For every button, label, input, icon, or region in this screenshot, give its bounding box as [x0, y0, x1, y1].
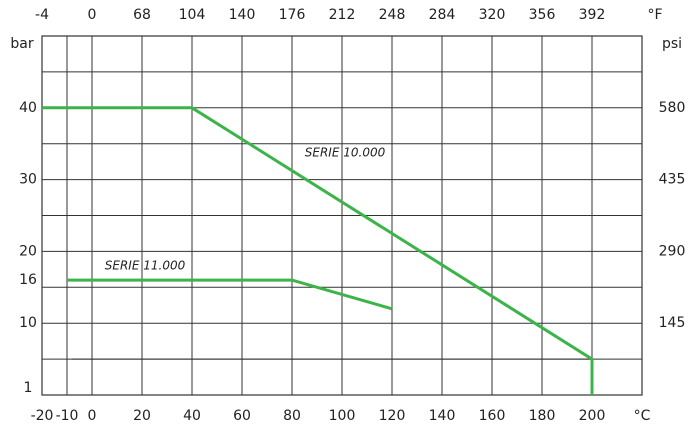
series-label: SERIE 11.000 [105, 259, 186, 273]
x-unit: °C [634, 408, 651, 424]
x-tick-label: 80 [283, 408, 301, 424]
x-tick-label: 40 [183, 408, 201, 424]
x-tick-label: 0 [88, 408, 97, 424]
y-tick-label: 20 [19, 243, 37, 259]
x-tick-label: 140 [429, 408, 456, 424]
series-line [42, 106, 594, 395]
y2-tick-label: 290 [659, 243, 686, 259]
x-tick-label: 160 [479, 408, 506, 424]
y2-tick-label: 145 [659, 315, 686, 331]
series-label: SERIE 10.000 [305, 146, 386, 160]
x2-tick-label: 356 [529, 7, 556, 23]
x2-unit: °F [647, 7, 662, 23]
x2-tick-label: 68 [133, 7, 151, 23]
x2-tick-label: 140 [229, 7, 256, 23]
x-tick-label: 60 [233, 408, 251, 424]
x-tick-label: -20 [31, 408, 54, 424]
series-line [67, 278, 393, 311]
x2-tick-label: 248 [379, 7, 406, 23]
y2-tick-label: 435 [659, 172, 686, 188]
x-tick-label: 20 [133, 408, 151, 424]
y2-unit: psi [662, 36, 682, 52]
y2-tick-label: 580 [659, 100, 686, 116]
y-tick-label: 30 [19, 172, 37, 188]
x-tick-label: 100 [329, 408, 356, 424]
y-tick-label: 10 [19, 315, 37, 331]
x-tick-label: 200 [579, 408, 606, 424]
x2-tick-label: 212 [329, 7, 356, 23]
x2-tick-label: 176 [279, 7, 306, 23]
x2-tick-label: 0 [88, 7, 97, 23]
plot-frame [41, 35, 643, 396]
y-tick-label: 40 [19, 100, 37, 116]
x2-tick-label: 320 [479, 7, 506, 23]
x2-tick-label: 392 [579, 7, 606, 23]
x-tick-label: 120 [379, 408, 406, 424]
x2-tick-label: 104 [179, 7, 206, 23]
y-tick-label: 1 [24, 380, 33, 396]
y-unit: bar [10, 36, 33, 52]
x-tick-label: 180 [529, 408, 556, 424]
x2-tick-label: 284 [429, 7, 456, 23]
y-tick-label: 16 [19, 272, 37, 288]
x2-tick-label: -4 [35, 7, 49, 23]
x-tick-label: -10 [56, 408, 79, 424]
